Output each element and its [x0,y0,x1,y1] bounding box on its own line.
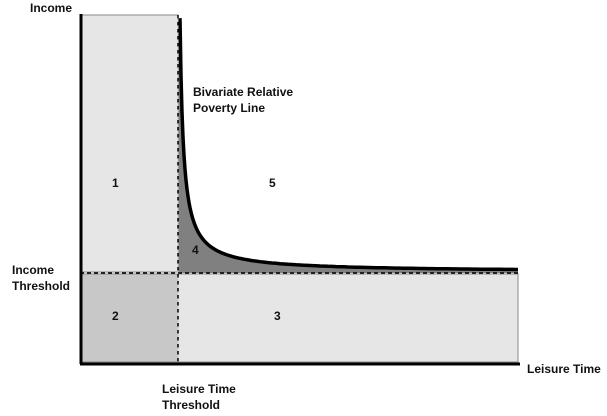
region-4-area [178,18,518,274]
region-3-area [177,273,519,363]
income-threshold-label: Income [12,263,54,277]
region-label: 1 [112,176,119,190]
region-1-area [81,14,179,273]
x-axis-label: Leisure Time [527,362,601,376]
curve-label: Bivariate Relative [193,85,293,99]
region-label: 5 [269,176,276,190]
y-axis-label: Income [30,1,72,15]
income-threshold-label: Threshold [12,279,70,293]
poverty-curve [178,18,518,272]
region-label: 2 [112,309,119,323]
region-2-area [81,273,179,363]
leisure-threshold-label: Threshold [162,398,220,412]
region-label: 4 [192,243,199,257]
curve-label: Poverty Line [193,101,265,115]
leisure-threshold-label: Leisure Time [162,382,236,396]
region-label: 3 [274,309,281,323]
